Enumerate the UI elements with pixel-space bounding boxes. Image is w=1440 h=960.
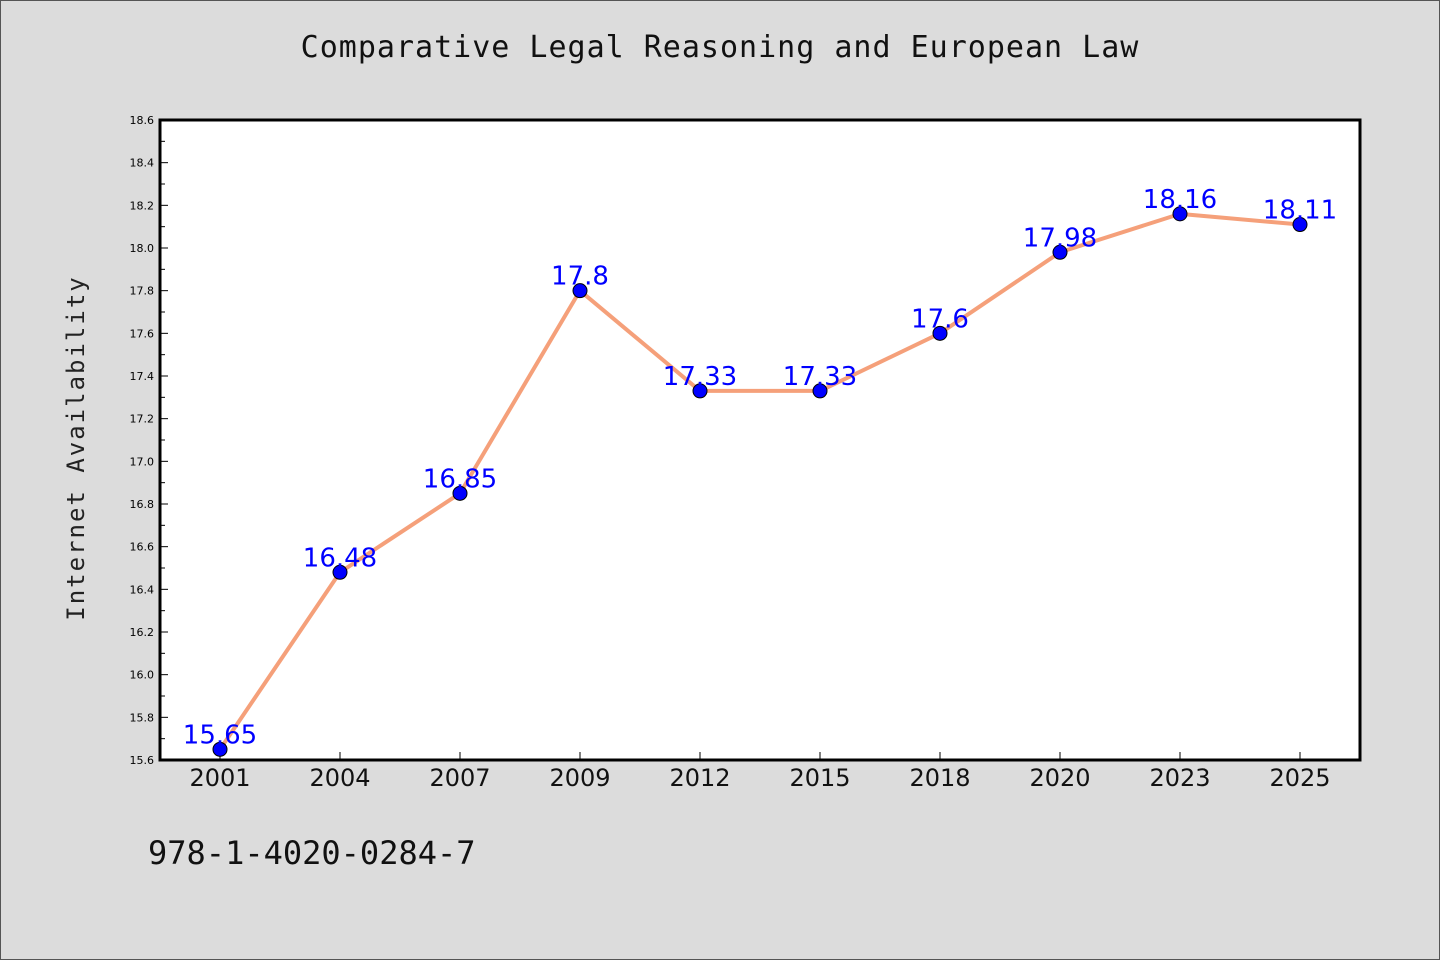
series-polyline [218, 211, 1301, 751]
y-axis-ticks: 15.6 15.8 16.0 16.2 16.4 16.6 16.8 17.0 17.2 17.4… [130, 114, 168, 767]
y-tick-label: 15.8 [130, 711, 155, 724]
y-tick-label: 16.6 [130, 541, 155, 554]
data-label: 17.8 [551, 262, 609, 292]
y-tick-label: 16.2 [130, 626, 155, 639]
data-label: 17.98 [1023, 223, 1097, 253]
data-label: 18.11 [1263, 196, 1337, 226]
x-tick-label: 2001 [189, 764, 250, 792]
x-tick-label: 2009 [549, 764, 610, 792]
data-points [212, 206, 1308, 757]
x-tick-label: 2015 [789, 764, 850, 792]
data-point [692, 383, 708, 399]
data-point [1292, 217, 1308, 233]
y-tick-label: 17.0 [130, 455, 155, 468]
data-label: 18.16 [1143, 185, 1217, 215]
data-label: 15.65 [183, 720, 257, 750]
y-tick-label: 17.4 [130, 370, 155, 383]
isbn-text: 978-1-4020-0284-7 [148, 834, 476, 872]
y-tick-label: 18.2 [130, 199, 155, 212]
data-point [332, 564, 348, 580]
data-point [1052, 244, 1068, 260]
y-tick-label: 18.0 [130, 242, 155, 255]
y-tick-label: 18.4 [130, 157, 155, 170]
data-point [572, 283, 588, 299]
data-point [1172, 206, 1188, 222]
x-tick-label: 2007 [429, 764, 490, 792]
x-axis-ticks: 2001 2004 2007 2009 2012 2015 2018 2020 2023 2025 [189, 752, 1331, 792]
data-labels: 15.65 16.48 16.85 17.8 17.33 17.33 17.6 17.98 18… [183, 185, 1337, 750]
data-label: 16.48 [303, 543, 377, 573]
x-tick-label: 2018 [909, 764, 970, 792]
y-tick-label: 17.2 [130, 413, 155, 426]
data-point [812, 383, 828, 399]
data-label: 16.85 [423, 464, 497, 494]
data-label: 17.6 [911, 304, 969, 334]
y-tick-label: 16.0 [130, 669, 155, 682]
y-tick-label: 16.4 [130, 583, 155, 596]
y-tick-label: 17.6 [130, 327, 155, 340]
y-tick-label: 16.8 [130, 498, 155, 511]
x-tick-label: 2025 [1269, 764, 1330, 792]
plot-area [158, 118, 1362, 762]
x-tick-label: 2023 [1149, 764, 1210, 792]
y-tick-label: 15.6 [130, 754, 155, 767]
data-point [452, 485, 468, 501]
x-tick-label: 2004 [309, 764, 370, 792]
data-label: 17.33 [663, 362, 737, 392]
data-label: 17.33 [783, 362, 857, 392]
y-tick-label: 17.8 [130, 285, 155, 298]
y-tick-label: 18.6 [130, 114, 155, 127]
series-line [218, 211, 1301, 751]
data-point [212, 741, 228, 757]
x-tick-label: 2020 [1029, 764, 1090, 792]
x-tick-label: 2012 [669, 764, 730, 792]
chart-title: Comparative Legal Reasoning and European… [300, 30, 1140, 65]
data-point [932, 325, 948, 341]
